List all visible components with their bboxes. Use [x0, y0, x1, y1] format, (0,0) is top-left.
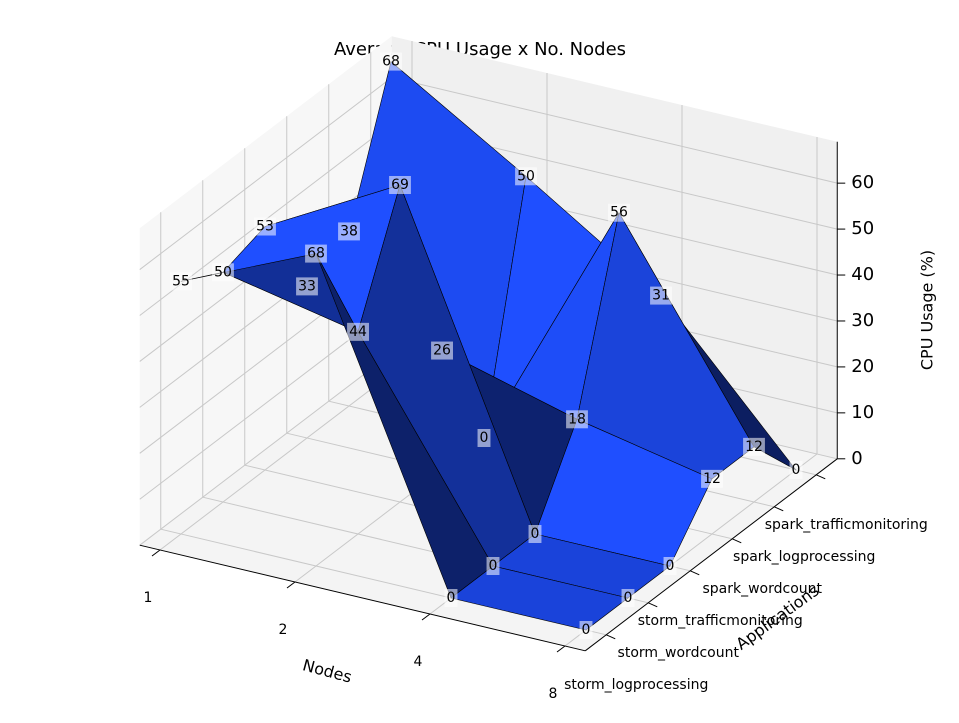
data-label-bg [170, 272, 192, 291]
data-label-bg [789, 461, 803, 479]
data-label: 0 [480, 430, 489, 446]
data-label-bg [347, 322, 369, 341]
data-label: 38 [340, 223, 358, 239]
data-label-bg [701, 469, 723, 488]
data-label: 0 [666, 558, 675, 574]
data-label: 33 [298, 278, 316, 294]
y-tick [648, 602, 658, 608]
data-label: 12 [703, 471, 721, 487]
data-label: 18 [568, 411, 586, 427]
data-label-bg [486, 557, 500, 575]
x-axis [139, 544, 586, 652]
y-axis [584, 458, 838, 652]
data-label-bg [338, 222, 360, 241]
x-axis-label: Nodes [301, 655, 354, 686]
y-tick [606, 634, 616, 640]
data-label: 68 [307, 246, 325, 262]
data-label-bg [743, 437, 765, 456]
z-tick-label: 40 [851, 264, 874, 285]
x-tick-label: 2 [279, 622, 288, 638]
data-label-bg [477, 429, 491, 447]
data-label: 50 [517, 168, 535, 184]
x-tick [421, 613, 431, 621]
x-tick-label: 4 [414, 654, 423, 670]
z-tick-label: 10 [851, 402, 874, 423]
y-tick [816, 474, 826, 480]
data-label: 0 [624, 590, 633, 606]
x-tick-label: 1 [144, 590, 153, 606]
z-tick-label: 50 [851, 218, 874, 239]
data-label: 50 [214, 264, 232, 280]
x-tick [556, 645, 566, 653]
data-label-bg [305, 244, 327, 263]
data-label: 56 [610, 205, 628, 221]
data-label-bg [566, 410, 588, 429]
y-tick [732, 538, 742, 544]
data-label-bg [254, 217, 276, 236]
data-label: 26 [433, 343, 451, 359]
y-tick-label: spark_wordcount [702, 581, 822, 597]
y-tick [774, 506, 784, 512]
data-label-bg [528, 525, 542, 543]
data-label-bg [621, 589, 635, 607]
data-label: 0 [489, 558, 498, 574]
x-tick-label: 8 [549, 686, 558, 702]
data-label-bg [663, 557, 677, 575]
data-label: 0 [447, 590, 456, 606]
y-tick-label: storm_trafficmonitoring [638, 613, 803, 629]
y-tick-label: storm_logprocessing [564, 677, 708, 693]
y-tick-label: spark_trafficmonitoring [765, 517, 928, 533]
data-label: 12 [745, 439, 763, 455]
y-tick [690, 570, 700, 576]
z-tick-label: 60 [851, 172, 874, 193]
x-tick [151, 549, 161, 557]
data-label-bg [380, 52, 402, 71]
data-label-bg [296, 277, 318, 296]
data-label: 0 [582, 622, 591, 638]
data-label: 69 [391, 177, 409, 193]
data-label: 53 [256, 219, 274, 235]
z-tick-label: 30 [851, 310, 874, 331]
grid-line [391, 77, 838, 184]
data-label-bg [650, 286, 672, 305]
data-label: 68 [382, 54, 400, 70]
y-tick-label: spark_logprocessing [733, 549, 875, 565]
z-tick-label: 0 [851, 448, 862, 469]
data-label: 0 [531, 526, 540, 542]
data-label: 0 [792, 462, 801, 478]
y-tick-label: storm_wordcount [618, 645, 740, 661]
data-label-bg [444, 589, 458, 607]
data-label-bg [212, 263, 234, 282]
z-axis-label: CPU Usage (%) [918, 250, 937, 370]
x-tick [286, 581, 296, 589]
data-label: 55 [172, 273, 190, 289]
grid-line [139, 77, 393, 270]
data-label-bg [389, 176, 411, 194]
data-label: 31 [652, 288, 670, 304]
data-label-bg [608, 203, 630, 222]
data-label: 44 [349, 324, 367, 340]
grid-line [139, 352, 393, 546]
data-label-bg [431, 341, 453, 360]
z-tick-label: 20 [851, 356, 874, 377]
data-label-bg [515, 167, 537, 186]
data-label-bg [579, 621, 593, 639]
